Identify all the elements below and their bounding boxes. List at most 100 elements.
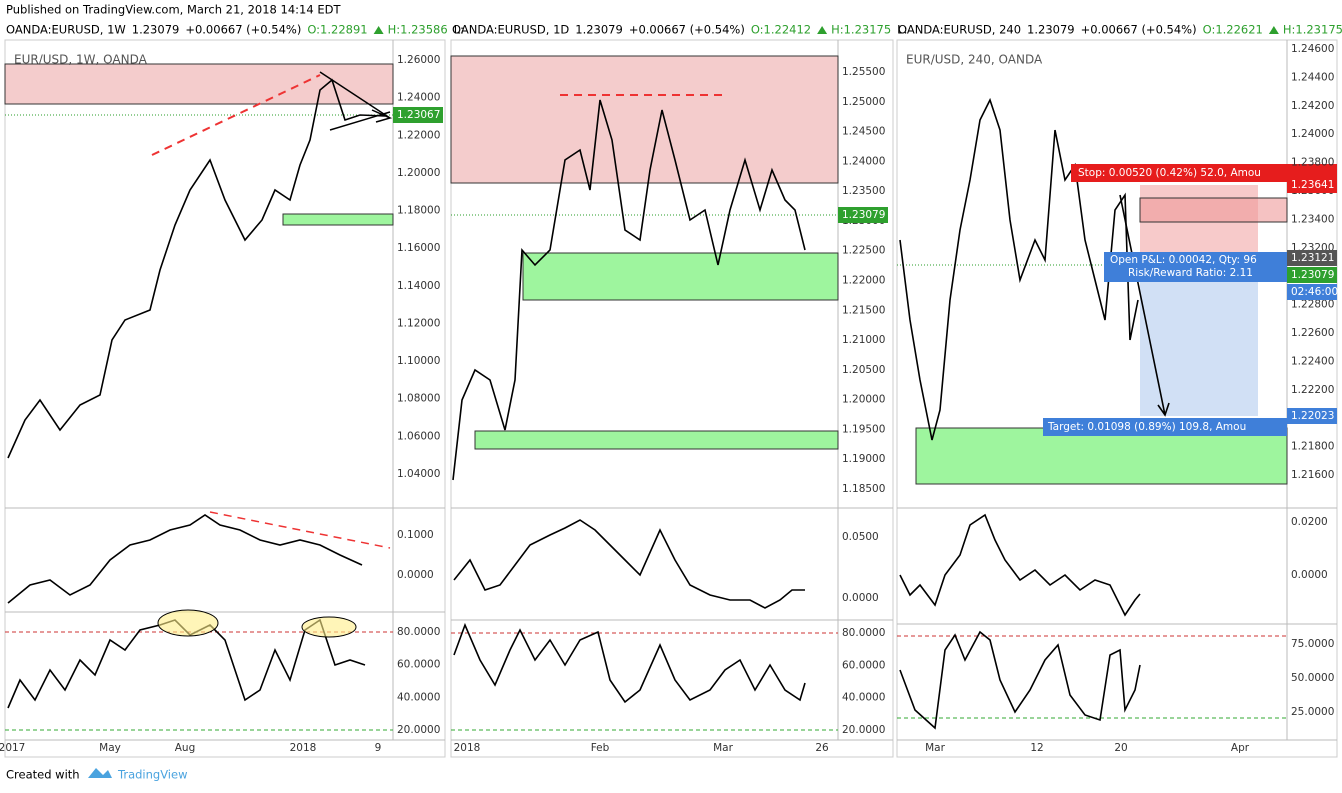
high-price: H:1.23175 <box>831 23 891 37</box>
footer-text: Created with <box>6 768 80 782</box>
time-tick-label: Mar <box>713 742 733 754</box>
time-tick-label: 26 <box>815 742 829 754</box>
rsi-tick-label: 20.0000 <box>842 724 885 736</box>
brand-logo <box>88 768 112 778</box>
price-tick-label: 1.24200 <box>1291 100 1334 112</box>
rsi-tick-label: 60.0000 <box>397 659 440 671</box>
price-change: +0.00667 (+0.54%) <box>185 23 301 37</box>
last-price: 1.23079 <box>1027 23 1075 37</box>
up-arrow <box>373 26 384 34</box>
price-tick-label: 1.14000 <box>397 280 440 292</box>
price-tick-label: 1.23800 <box>1291 157 1334 169</box>
price-tick-label: 1.24500 <box>842 126 885 138</box>
price-tag: 1.22023 <box>1291 410 1334 422</box>
macd-line <box>7 514 363 604</box>
resistance-zone <box>1139 197 1288 223</box>
macd-line <box>899 513 1141 617</box>
oscillator-tick-label: 0.1000 <box>397 529 434 541</box>
price-tag-bg <box>1287 267 1337 283</box>
price-tick-label: 1.06000 <box>397 430 440 442</box>
price-tick-label: 1.22800 <box>1291 299 1334 311</box>
low-price: L: <box>897 23 907 37</box>
open-price: O:1.22621 <box>1203 23 1263 37</box>
price-tick-label: 1.20500 <box>842 364 885 376</box>
target-label-bg <box>1043 418 1287 436</box>
pnl-label-bg <box>1104 252 1287 282</box>
trend-line <box>151 74 321 156</box>
time-tick-label: Mar <box>925 742 945 754</box>
time-tick-label: 20 <box>1114 742 1127 754</box>
rsi-tick-label: 40.0000 <box>397 691 440 703</box>
price-tick-label: 1.08000 <box>397 393 440 405</box>
symbol: OANDA:EURUSD, 240 <box>898 23 1021 37</box>
price-tick-label: 1.22500 <box>842 245 885 257</box>
price-tick-label: 1.21800 <box>1291 441 1334 453</box>
price-tick-label: 1.22200 <box>1291 384 1334 396</box>
price-change: +0.00667 (+0.54%) <box>1081 23 1197 37</box>
time-tick-label: 2018 <box>454 742 481 754</box>
rsi-tick-label: 80.0000 <box>842 627 885 639</box>
up-arrow <box>817 26 828 34</box>
rsi-tick-label: 20.0000 <box>397 724 440 736</box>
rsi-tick-label: 25.0000 <box>1291 706 1334 718</box>
time-tick-label: 12 <box>1030 742 1043 754</box>
published-note: Published on TradingView.com, March 21, … <box>6 3 341 17</box>
support-zone <box>522 252 839 301</box>
series-legend: EUR/USD, 240, OANDA <box>906 53 1043 67</box>
price-tick-label: 1.22000 <box>397 129 440 141</box>
price-tag-bg <box>1287 250 1337 266</box>
symbol: OANDA:EURUSD, 1W <box>6 23 126 37</box>
price-tick-label: 1.23400 <box>1291 213 1334 225</box>
price-tick-label: 1.04000 <box>397 468 440 480</box>
price-tick-label: 1.24600 <box>1291 43 1334 55</box>
high-price: H:1.23175 <box>1283 23 1342 37</box>
rsi-tick-label: 50.0000 <box>1291 672 1334 684</box>
rsi-tick-label: 75.0000 <box>1291 638 1334 650</box>
price-tag-bg <box>1287 284 1337 300</box>
rsi-line <box>899 630 1141 730</box>
price-tick-label: 1.24000 <box>1291 128 1334 140</box>
price-tick-label: 1.24000 <box>842 155 885 167</box>
oscillator-tick-label: 0.0000 <box>1291 569 1328 581</box>
price-tick-label: 1.18000 <box>397 205 440 217</box>
time-tick-label: 2018 <box>290 742 317 754</box>
ratio-label: Risk/Reward Ratio: 2.11 <box>1128 267 1253 279</box>
time-tick-label: 2017 <box>0 742 25 754</box>
support-zone <box>282 213 394 226</box>
price-tick-label: 1.23500 <box>842 185 885 197</box>
series-legend: EUR/USD, 1W, OANDA <box>14 53 148 67</box>
price-tick-label: 1.22000 <box>842 275 885 287</box>
price-tick-label: 1.10000 <box>397 355 440 367</box>
price-tag-bg <box>1287 408 1337 424</box>
price-tag: 1.23067 <box>397 109 440 121</box>
price-tag: 1.23121 <box>1291 252 1334 264</box>
time-tick-label: May <box>99 742 121 754</box>
price-tick-label: 1.19000 <box>842 453 885 465</box>
price-tick-label: 1.24000 <box>397 92 440 104</box>
support-zone <box>474 430 839 450</box>
highlight <box>301 616 357 638</box>
price-tick-label: 1.21600 <box>1291 469 1334 481</box>
price-change: +0.00667 (+0.54%) <box>629 23 745 37</box>
time-tick-label: 9 <box>375 742 382 754</box>
symbol: OANDA:EURUSD, 1D <box>452 23 569 37</box>
stop-label-bg <box>1071 164 1337 182</box>
low-price: L: <box>454 23 464 37</box>
price-tick-label: 1.21500 <box>842 304 885 316</box>
rsi-tick-label: 60.0000 <box>842 659 885 671</box>
open-price: O:1.22412 <box>751 23 811 37</box>
price-tick-label: 1.12000 <box>397 317 440 329</box>
time-tick-label: Aug <box>175 742 196 754</box>
oscillator-tick-label: 0.0500 <box>842 531 879 543</box>
price-tick-label: 1.22400 <box>1291 355 1334 367</box>
price-tick-label: 1.24400 <box>1291 71 1334 83</box>
price-tick-label: 1.16000 <box>397 242 440 254</box>
macd-line <box>453 519 805 609</box>
price-series <box>7 78 386 459</box>
price-tag: 02:46:00 <box>1291 286 1338 298</box>
rsi-tick-label: 40.0000 <box>842 692 885 704</box>
price-series <box>452 99 806 481</box>
price-tick-label: 1.25000 <box>842 96 885 108</box>
price-tick-label: 1.25500 <box>842 66 885 78</box>
